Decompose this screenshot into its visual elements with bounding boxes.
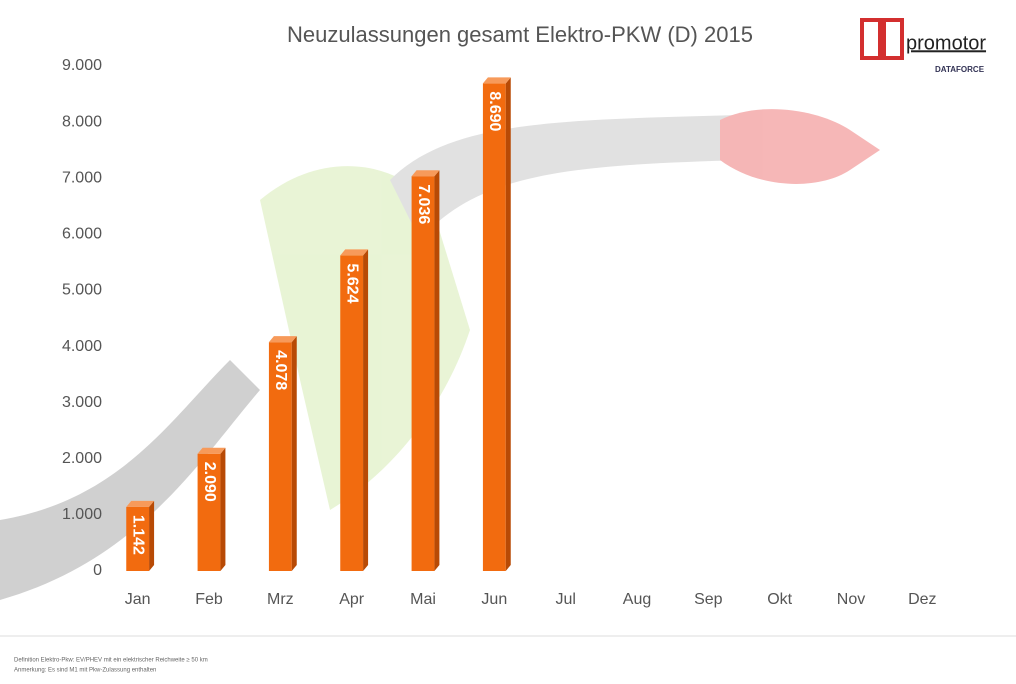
x-tick-label: Jul: [555, 591, 575, 608]
y-tick-label: 5.000: [62, 282, 102, 299]
data-label: 5.624: [343, 263, 360, 303]
data-label: 7.036: [415, 184, 432, 224]
y-tick-label: 0: [93, 562, 102, 579]
x-tick-label: Dez: [908, 591, 936, 608]
y-tick-label: 1.000: [62, 506, 102, 523]
bar-side: [434, 170, 439, 571]
x-tick-label: Jun: [481, 591, 507, 608]
y-tick-label: 7.000: [62, 169, 102, 186]
bar-side: [292, 336, 297, 571]
x-tick-label: Apr: [339, 591, 365, 608]
y-tick-label: 3.000: [62, 394, 102, 411]
x-tick-label: Sep: [694, 591, 723, 608]
logo-name: promotor: [906, 32, 986, 54]
y-tick-label: 9.000: [62, 57, 102, 74]
x-tick-label: Nov: [837, 591, 865, 608]
bar: [412, 176, 435, 571]
data-label: 2.090: [201, 462, 218, 502]
data-label: 4.078: [272, 350, 289, 390]
x-tick-label: Okt: [767, 591, 792, 608]
chart-title: Neuzulassungen gesamt Elektro-PKW (D) 20…: [287, 22, 753, 47]
bar-side: [149, 501, 154, 571]
bar-side: [506, 77, 511, 571]
bar: [483, 83, 506, 571]
x-tick-label: Mai: [410, 591, 436, 608]
x-tick-label: Mrz: [267, 591, 294, 608]
chart: Neuzulassungen gesamt Elektro-PKW (D) 20…: [0, 0, 1016, 684]
logo-icon-bar: [878, 18, 886, 60]
bar-side: [363, 249, 368, 571]
x-tick-label: Jan: [125, 591, 151, 608]
x-tick-label: Feb: [195, 591, 223, 608]
x-tick-label: Aug: [623, 591, 651, 608]
y-tick-label: 4.000: [62, 338, 102, 355]
y-tick-label: 2.000: [62, 450, 102, 467]
footnote: Anmerkung: Es sind M1 mit Pkw-Zulassung …: [14, 668, 156, 674]
footnote: Definition Elektro-Pkw: EV/PHEV mit ein …: [14, 658, 208, 664]
logo-sub: DATAFORCE: [935, 65, 985, 74]
y-tick-label: 6.000: [62, 226, 102, 243]
y-tick-label: 8.000: [62, 113, 102, 130]
data-label: 1.142: [129, 515, 146, 555]
bar-side: [220, 448, 225, 571]
data-label: 8.690: [486, 91, 503, 131]
